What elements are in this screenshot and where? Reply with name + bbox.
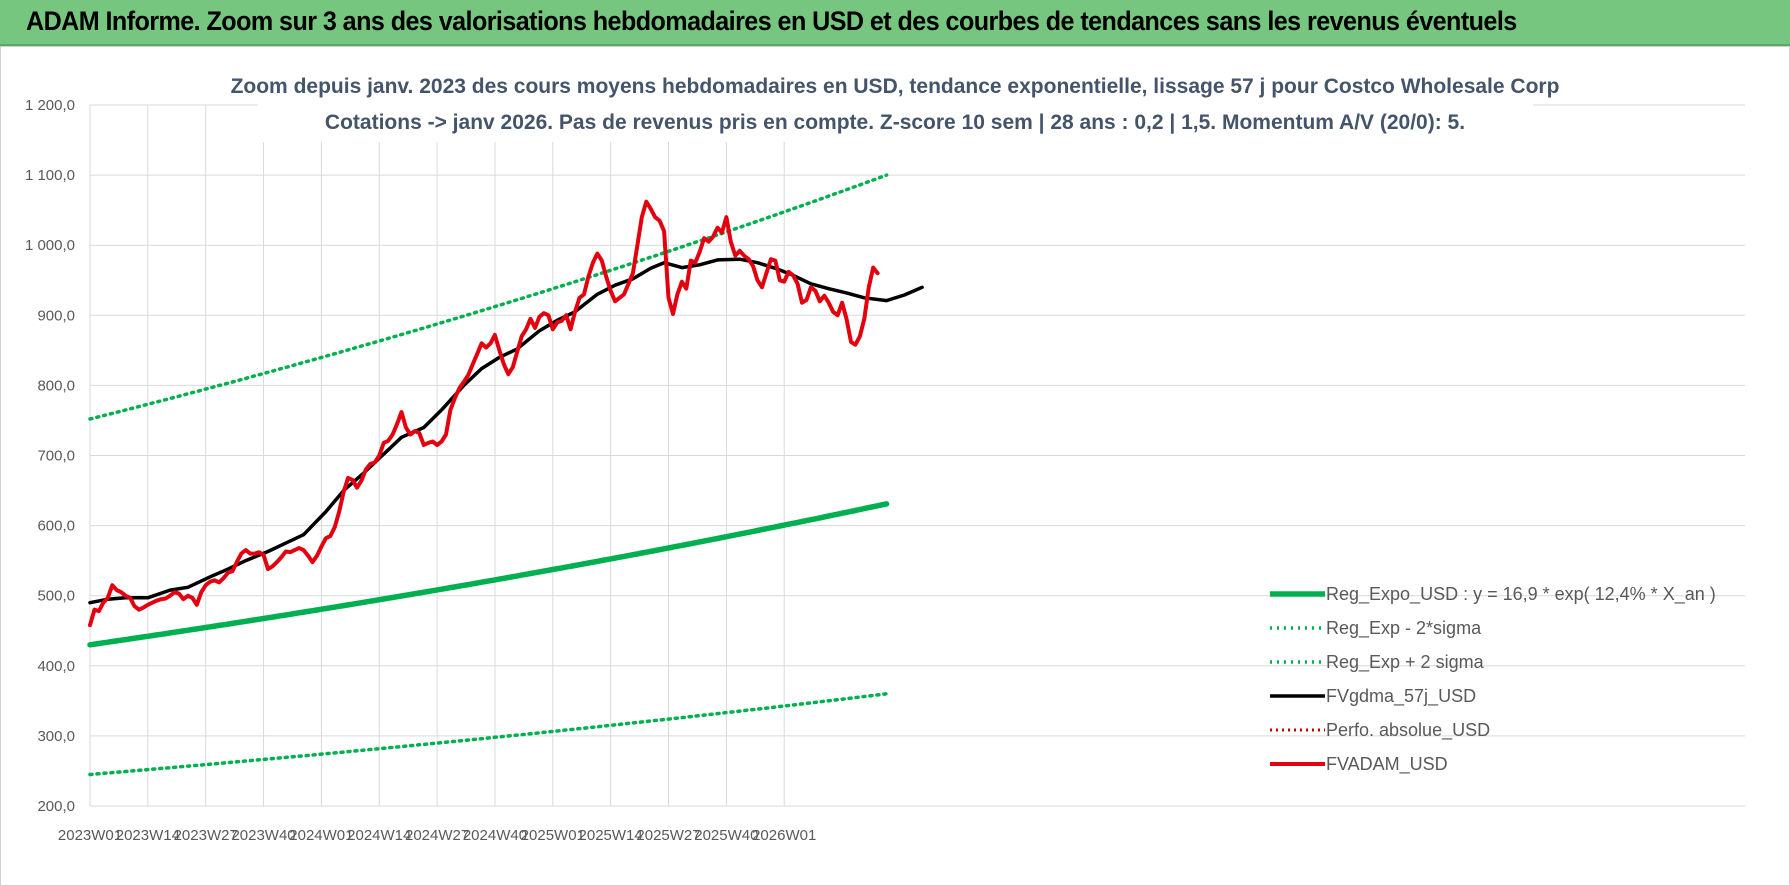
x-tick-label: 2023W40 [231,827,295,844]
x-tick-label: 2023W01 [58,827,122,844]
legend-label-fvadam-usd: FVADAM_USD [1326,754,1448,775]
x-tick-label: 2025W40 [694,827,758,844]
legend-label-fvgdma-57j-usd: FVgdma_57j_USD [1326,686,1476,707]
x-tick-label: 2026W01 [752,827,816,844]
y-axis-ticks: 200,0 300,0 400,0 500,0 600,0 700,0 800,0 900,0… [25,97,75,815]
series-line-reg-expo-usd [87,501,890,648]
x-tick-label: 2025W14 [579,827,643,844]
y-tick-label: 300,0 [37,728,75,745]
x-tick-label: 2023W27 [174,827,238,844]
y-tick-label: 600,0 [37,518,75,535]
chart-title: Zoom depuis janv. 2023 des cours moyens … [231,75,1560,98]
series-line-reg-exp-minus-2sigma [88,692,889,777]
legend: Reg_Expo_USD : y = 16,9 * exp( 12,4% * X… [1270,584,1716,775]
x-axis-ticks: 2023W012023W142023W272023W402024W012024W… [58,827,816,844]
x-tick-label: 2025W01 [521,827,585,844]
y-tick-label: 500,0 [37,588,75,605]
title-backdrop [258,66,1533,142]
y-tick-label: 1 100,0 [25,167,75,184]
x-tick-label: 2024W01 [289,827,353,844]
series-line-reg-exp-plus-2sigma [88,173,889,421]
y-tick-label: 400,0 [37,658,75,675]
y-tick-label: 900,0 [37,307,75,324]
series-layer [87,173,924,777]
y-tick-label: 1 000,0 [25,237,75,254]
y-tick-label: 700,0 [37,448,75,465]
gridlines [89,104,1745,807]
y-tick-label: 800,0 [37,377,75,394]
series-line-fvadam-usd [88,199,880,628]
report-banner: ADAM Informe. Zoom sur 3 ans des valoris… [0,0,1790,46]
legend-label-reg-exp-minus-2sigma: Reg_Exp - 2*sigma [1326,618,1482,639]
x-tick-label: 2024W27 [405,827,469,844]
legend-label-reg-expo-usd: Reg_Expo_USD : y = 16,9 * exp( 12,4% * X… [1326,584,1716,605]
y-tick-label: 1 200,0 [25,97,75,114]
x-tick-label: 2024W14 [347,827,411,844]
x-tick-label: 2024W40 [463,827,527,844]
series-line-fvgdma-57j-usd [88,257,924,605]
legend-label-perfo-absolue-usd: Perfo. absolue_USD [1326,720,1490,741]
report-banner-title: ADAM Informe. Zoom sur 3 ans des valoris… [26,6,1517,36]
y-tick-label: 200,0 [37,798,75,815]
x-tick-label: 2025W27 [636,827,700,844]
chart-subtitle: Cotations -> janv 2026. Pas de revenus p… [325,111,1465,134]
legend-label-reg-exp-plus-2sigma: Reg_Exp + 2 sigma [1326,652,1485,673]
x-tick-label: 2023W14 [116,827,180,844]
